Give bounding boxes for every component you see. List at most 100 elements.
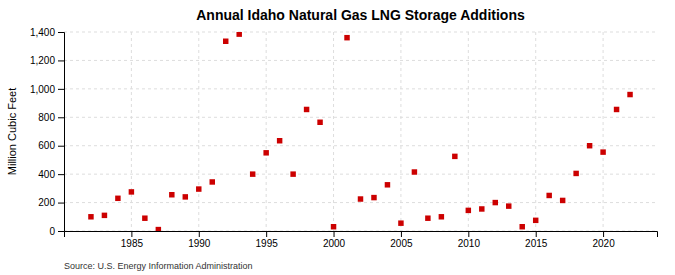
point [533, 218, 538, 223]
y-tick-label: 200 [38, 197, 55, 208]
point [546, 193, 551, 198]
y-grid-line [64, 117, 657, 118]
x-tick-label: 2010 [458, 238, 481, 249]
point [196, 186, 201, 191]
point [250, 171, 255, 176]
x-tick-mark [603, 231, 604, 237]
point [425, 215, 430, 220]
point [223, 39, 228, 44]
y-tick-mark [58, 203, 64, 204]
x-tick: 2000 [323, 231, 346, 249]
y-tick-label: 1,000 [30, 84, 55, 95]
x-tick-mark [536, 231, 537, 237]
point [290, 171, 295, 176]
x-tick-mark [199, 231, 200, 237]
x-tick-mark [401, 231, 402, 237]
point [129, 189, 134, 194]
y-tick-mark [58, 60, 64, 61]
y-tick: 600 [38, 140, 64, 151]
point [587, 143, 592, 148]
y-tick-label: 600 [38, 140, 55, 151]
x-grid-line [198, 32, 199, 231]
y-grid-line [64, 88, 657, 89]
title: Annual Idaho Natural Gas LNG Storage Add… [196, 7, 525, 23]
x-tick: 1995 [256, 231, 279, 249]
y-axis: 0 200 400 600 800 1,000 1,200 1,400 [30, 27, 65, 237]
y-grid-line [64, 145, 657, 146]
x-tick-label: 2020 [592, 238, 615, 249]
point [358, 196, 363, 201]
x-axis: 1985 1990 1995 2000 2005 2010 2015 2020 [65, 231, 658, 249]
x-grid-line [131, 32, 132, 231]
x-tick: 1985 [121, 231, 144, 249]
y-tick-label: 800 [38, 112, 55, 123]
x-tick-mark [334, 231, 335, 237]
x-tick-label: 2005 [390, 238, 413, 249]
point [115, 196, 120, 201]
point [479, 206, 484, 211]
point [493, 200, 498, 205]
point [627, 92, 632, 97]
y-tick: 800 [38, 112, 64, 123]
x-tick-mark [266, 231, 267, 237]
point [439, 214, 444, 219]
point [452, 154, 457, 159]
point [573, 171, 578, 176]
point [560, 198, 565, 203]
y-tick: 400 [38, 169, 64, 180]
y-tick-mark [58, 32, 64, 33]
x-tick: 2020 [592, 231, 615, 249]
point [263, 150, 268, 155]
point [506, 203, 511, 208]
x-grid-line [266, 32, 267, 231]
point [600, 149, 605, 154]
y-axis-title: Million Cubic Feet [6, 88, 18, 175]
x-tick-mark [468, 231, 469, 237]
y-tick: 0 [49, 226, 64, 237]
point [371, 195, 376, 200]
y-grid-line [64, 202, 657, 203]
x-grid-line [535, 32, 536, 231]
x-tick: 1990 [188, 231, 211, 249]
point [210, 179, 215, 184]
point [169, 192, 174, 197]
plot-area: 1985 1990 1995 2000 2005 2010 2015 2020 0 200 400 6… [30, 27, 658, 249]
x-tick: 2015 [525, 231, 548, 249]
point [304, 107, 309, 112]
point [385, 182, 390, 187]
y-grid-line [64, 174, 657, 175]
points [88, 32, 633, 231]
point [142, 215, 147, 220]
x-tick-label: 2000 [323, 238, 346, 249]
y-tick-mark [58, 89, 64, 90]
x-grid-line [603, 32, 604, 231]
point [277, 138, 282, 143]
y-tick-label: 400 [38, 169, 55, 180]
x-grid-line [333, 32, 334, 231]
grid [64, 32, 657, 231]
y-axis-line [58, 33, 65, 232]
y-tick: 1,200 [30, 55, 64, 66]
point [317, 120, 322, 125]
y-tick-mark [58, 117, 64, 118]
y-tick: 1,400 [30, 27, 64, 38]
y-tick-mark [58, 231, 64, 232]
point [236, 32, 241, 37]
y-tick-mark [58, 146, 64, 147]
y-tick: 1,000 [30, 84, 64, 95]
point [156, 227, 161, 231]
point [344, 35, 349, 40]
y-tick: 200 [38, 197, 64, 208]
y-grid-line [64, 32, 657, 33]
y-tick-label: 1,400 [30, 27, 55, 38]
source-note: Source: U.S. Energy Information Administ… [64, 261, 253, 271]
x-tick-label: 1985 [121, 238, 144, 249]
point [183, 194, 188, 199]
point [614, 107, 619, 112]
y-grid-line [64, 60, 657, 61]
y-tick-label: 1,200 [30, 55, 55, 66]
x-tick-label: 1990 [188, 238, 211, 249]
chart-svg: 1985 1990 1995 2000 2005 2010 2015 2020 0 200 400 6… [0, 0, 675, 275]
y-tick-label: 0 [49, 226, 55, 237]
point [398, 220, 403, 225]
